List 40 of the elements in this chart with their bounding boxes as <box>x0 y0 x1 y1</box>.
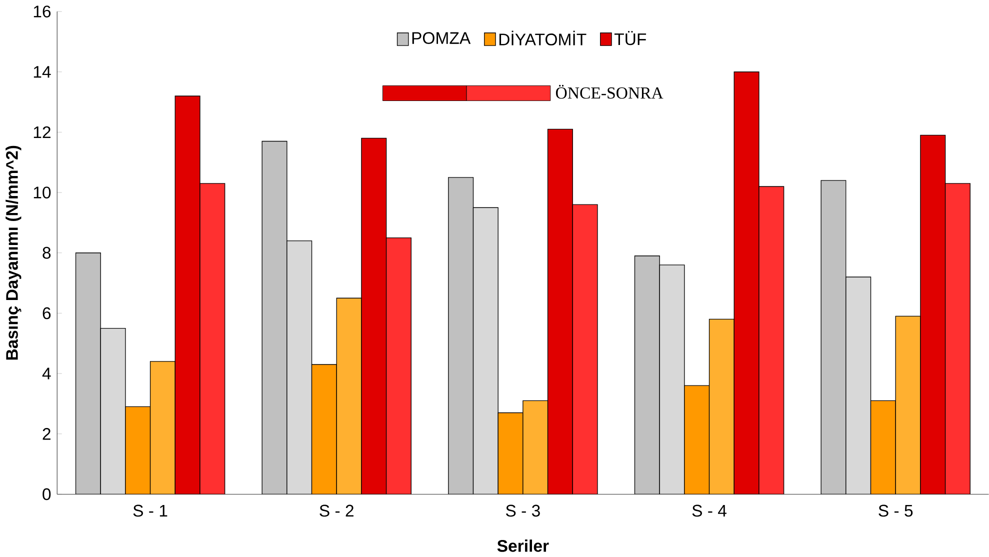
legend-title: ÖNCE-SONRA <box>556 84 664 98</box>
bar <box>100 328 126 494</box>
x-tick-label: S - 2 <box>320 504 354 516</box>
y-tick-label: 8 <box>42 246 51 259</box>
y-tick-label: 14 <box>34 66 51 78</box>
legend-label: POMZA <box>412 32 471 44</box>
x-tick-label: S - 1 <box>133 504 168 516</box>
bar <box>386 237 412 494</box>
bar <box>758 186 784 494</box>
x-tick-label: S - 3 <box>506 504 540 516</box>
y-tick-label: 6 <box>42 307 51 319</box>
bar <box>472 207 498 494</box>
y-tick-label: 0 <box>42 488 51 500</box>
bar <box>572 204 598 494</box>
bar <box>125 406 151 494</box>
legend-label: DİYATOMİT <box>499 30 586 46</box>
x-axis-title: Seriler <box>497 539 549 552</box>
bar <box>846 276 872 494</box>
bar <box>659 264 685 494</box>
bar <box>311 364 337 494</box>
x-tick-label: S - 5 <box>878 504 913 516</box>
bar <box>920 134 946 494</box>
bar <box>174 95 200 494</box>
y-tick-label: 10 <box>34 186 51 198</box>
bar <box>944 182 970 494</box>
y-tick-label: 16 <box>34 5 51 18</box>
bar <box>200 182 226 494</box>
bar <box>734 71 760 494</box>
bar <box>870 400 896 494</box>
y-tick-label: 12 <box>34 126 50 138</box>
legend-label: TÜF <box>614 30 646 45</box>
bar <box>547 128 573 494</box>
x-tick-label: S - 4 <box>692 504 726 516</box>
bar <box>498 412 524 494</box>
y-tick-label: 4 <box>42 368 51 380</box>
y-tick-label: 2 <box>42 428 50 440</box>
bar <box>286 240 312 494</box>
bar <box>684 385 710 494</box>
bar <box>361 138 387 494</box>
y-axis-title: Basınç Dayanımı (N/mm^2) <box>6 146 22 360</box>
